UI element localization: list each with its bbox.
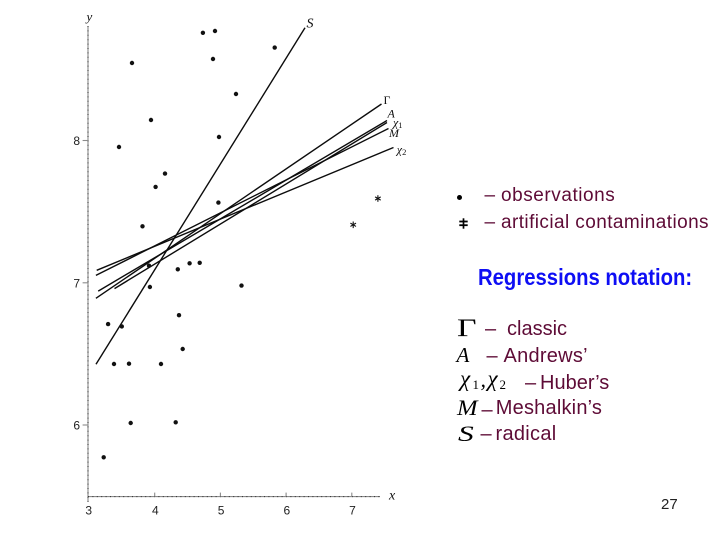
- svg-text:χ2: χ2: [396, 143, 407, 158]
- svg-text:8: 8: [73, 134, 80, 148]
- svg-text:A: A: [387, 106, 396, 120]
- svg-text:y: y: [85, 9, 93, 24]
- svg-text:x: x: [388, 489, 396, 504]
- svg-text:6: 6: [73, 419, 80, 433]
- svg-text:7: 7: [73, 277, 80, 291]
- svg-text:5: 5: [218, 504, 225, 518]
- svg-text:χ1: χ1: [392, 116, 403, 131]
- svg-text:6: 6: [283, 504, 290, 518]
- svg-text:Γ: Γ: [384, 93, 391, 107]
- svg-text:M: M: [388, 126, 400, 140]
- svg-text:7: 7: [349, 504, 356, 518]
- svg-text:3: 3: [85, 504, 92, 518]
- svg-text:4: 4: [152, 504, 159, 518]
- svg-text:S: S: [307, 17, 314, 32]
